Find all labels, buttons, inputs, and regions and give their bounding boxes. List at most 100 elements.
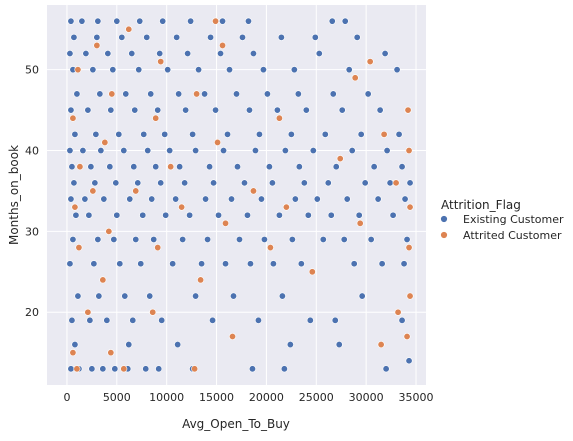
scatter-point: [155, 365, 163, 373]
scatter-point: [125, 341, 133, 349]
scatter-point: [158, 316, 166, 324]
scatter-point: [228, 195, 236, 203]
scatter-point: [282, 203, 290, 211]
scatter-point: [392, 179, 400, 187]
scatter-point: [104, 50, 112, 58]
scatter-point: [66, 260, 74, 268]
scatter-point: [382, 365, 390, 373]
scatter-point: [132, 187, 140, 195]
scatter-point: [191, 365, 199, 373]
scatter-point: [405, 147, 413, 155]
scatter-point: [278, 292, 286, 300]
scatter-point: [393, 66, 401, 74]
scatter-point: [300, 179, 308, 187]
scatter-point: [176, 163, 184, 171]
scatter-point: [377, 341, 385, 349]
scatter-point: [113, 17, 121, 25]
scatter-point: [192, 292, 200, 300]
scatter-point: [324, 179, 332, 187]
scatter-point: [294, 90, 302, 98]
scatter-point: [182, 106, 190, 114]
scatter-point: [406, 292, 414, 300]
scatter-point: [69, 235, 77, 243]
scatter-point: [175, 90, 183, 98]
scatter-point: [167, 163, 175, 171]
scatter-point: [259, 66, 267, 74]
scatter-point: [341, 17, 349, 25]
scatter-point: [91, 179, 99, 187]
scatter-point: [287, 130, 295, 138]
legend-marker-existing-customer: [440, 215, 448, 223]
legend: Attrition_Flag Existing Customer Attrite…: [440, 198, 564, 242]
x-tick-label: 25000: [299, 391, 334, 404]
scatter-point: [86, 316, 94, 324]
scatter-point: [71, 130, 79, 138]
scatter-point: [295, 163, 303, 171]
scatter-point: [308, 268, 316, 276]
scatter-point: [67, 365, 75, 373]
scatter-point: [84, 308, 92, 316]
scatter-point: [100, 195, 108, 203]
scatter-point: [125, 25, 133, 33]
scatter-point: [95, 292, 103, 300]
scatter-point: [321, 130, 329, 138]
scatter-point: [112, 179, 120, 187]
y-tick-label: 50: [25, 64, 39, 77]
scatter-point: [71, 341, 79, 349]
scatter-point: [280, 365, 288, 373]
scatter-point: [230, 292, 238, 300]
scatter-point: [286, 341, 294, 349]
scatter-point: [315, 50, 323, 58]
scatter-point: [376, 106, 384, 114]
scatter-point: [108, 90, 116, 98]
scatter-point: [235, 235, 243, 243]
scatter-point: [265, 163, 273, 171]
scatter-point: [405, 244, 413, 252]
scatter-point: [154, 106, 162, 114]
scatter-point: [93, 41, 101, 49]
scatter-point: [120, 365, 128, 373]
scatter-point: [156, 50, 164, 58]
scatter-point: [93, 33, 101, 41]
scatter-point: [69, 114, 77, 122]
scatter-point: [201, 90, 209, 98]
scatter-point: [255, 130, 263, 138]
scatter-point: [233, 90, 241, 98]
x-tick-label: 15000: [199, 391, 234, 404]
scatter-point: [152, 163, 160, 171]
scatter-point: [281, 147, 289, 155]
legend-marker-attrited-customer: [440, 231, 448, 239]
scatter-point: [198, 260, 206, 268]
scatter-point: [197, 276, 205, 284]
scatter-point: [90, 260, 98, 268]
scatter-point: [129, 316, 137, 324]
scatter-point: [370, 163, 378, 171]
scatter-point: [139, 211, 147, 219]
scatter-point: [378, 260, 386, 268]
scatter-point: [99, 276, 107, 284]
scatter-point: [240, 179, 248, 187]
scatter-point: [192, 147, 200, 155]
scatter-point: [189, 130, 197, 138]
scatter-point: [361, 179, 369, 187]
scatter-point: [121, 292, 129, 300]
scatter-point: [288, 235, 296, 243]
scatter-point: [351, 74, 359, 82]
scatter-point: [309, 147, 317, 155]
scatter-point: [152, 114, 160, 122]
scatter-point: [219, 17, 227, 25]
scatter-point: [103, 316, 111, 324]
scatter-point: [328, 17, 336, 25]
scatter-point: [154, 244, 162, 252]
scatter-point: [79, 147, 87, 155]
x-tick-label: 5000: [103, 391, 131, 404]
scatter-point: [116, 260, 124, 268]
x-tick-label: 0: [63, 391, 70, 404]
scatter-point: [260, 235, 268, 243]
scatter-point: [81, 195, 89, 203]
scatter-point: [244, 17, 252, 25]
scatter-point: [398, 163, 406, 171]
scatter-point: [394, 308, 402, 316]
scatter-point: [184, 50, 192, 58]
